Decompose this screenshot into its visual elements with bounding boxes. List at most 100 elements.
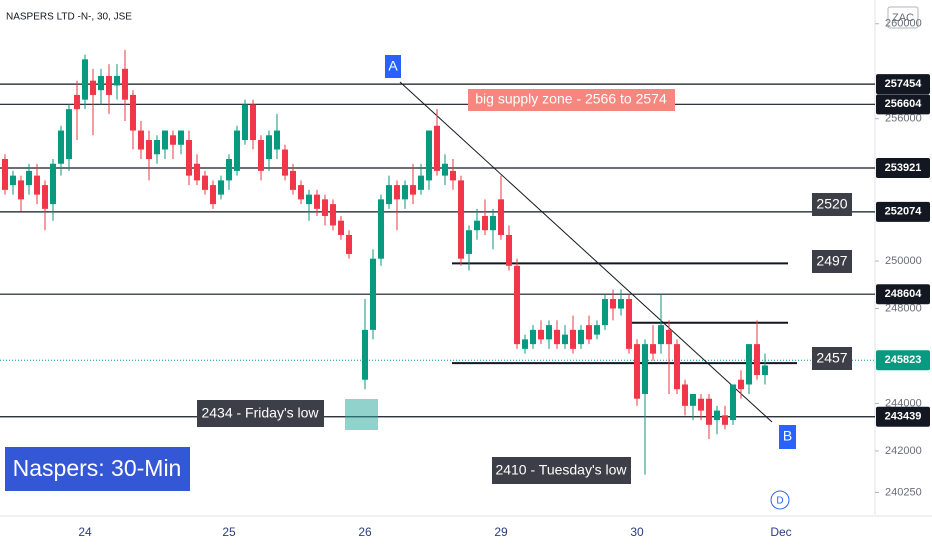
x-tick-label: 30 [630, 525, 644, 539]
candle-body [594, 325, 600, 335]
candle-body [338, 220, 344, 235]
chart-label-box [5, 447, 190, 491]
chart-label: Naspers: 30-Min [13, 455, 182, 481]
candle-body [570, 329, 576, 349]
candle-body [730, 384, 736, 421]
candle-body [2, 159, 8, 190]
candle-body [226, 159, 232, 181]
level-price-box [876, 74, 930, 95]
candle-body [130, 94, 136, 131]
candle-body [682, 384, 688, 406]
level-price: 248604 [885, 288, 923, 300]
low-marker [345, 399, 378, 430]
candle-body [282, 149, 288, 176]
candle-body [754, 344, 760, 375]
candle-body [42, 185, 48, 209]
point-b-box [779, 425, 796, 449]
candle-body [306, 194, 312, 205]
y-tick-label: 244000 [885, 397, 922, 409]
candle-body [650, 344, 656, 354]
candle-body [106, 75, 112, 95]
candle-body [442, 163, 448, 176]
level-price-box [876, 94, 930, 115]
candle-body [714, 410, 720, 421]
candle-body [258, 140, 264, 171]
level-price-box [876, 284, 930, 305]
candle-body [562, 334, 568, 345]
candle-body [58, 130, 64, 164]
candle-body [362, 329, 368, 380]
candle-body [762, 365, 768, 375]
trend-line [399, 81, 773, 423]
candle-body [322, 199, 328, 216]
candle-body [698, 398, 704, 411]
level-price-box [876, 158, 930, 179]
candle-body [602, 299, 608, 326]
candle-body [418, 175, 424, 190]
candle-body [394, 185, 400, 200]
candle-body [194, 163, 200, 181]
candle-body [402, 185, 408, 200]
level-price: 257454 [885, 78, 923, 90]
x-tick-label: 24 [78, 525, 92, 539]
candle-body [690, 393, 696, 406]
candle-body [314, 194, 320, 209]
candle-body [66, 109, 72, 160]
unit-label: ZAC [892, 12, 914, 24]
unit-box[interactable] [887, 6, 919, 29]
candle-body [706, 398, 712, 425]
candle-body [674, 344, 680, 390]
candle-body [506, 234, 512, 266]
annotations: A B big supply zone - 2566 to 2574 2520 … [5, 55, 852, 510]
tuesday-box [492, 457, 631, 484]
dividend-label: D [776, 496, 783, 507]
level-price-box [876, 201, 930, 222]
candle-body [474, 220, 480, 231]
candle-body [490, 215, 496, 231]
level-price: 243439 [885, 411, 922, 423]
dividend-icon[interactable] [770, 490, 790, 510]
candle-body [74, 94, 80, 110]
axes: 260000 256000 250000 248000 244000 242000 2402… [78, 18, 930, 539]
candle-body [154, 140, 160, 155]
candle-body [10, 175, 16, 186]
candle-body [26, 170, 32, 186]
candle-body [746, 344, 752, 385]
candle-body [274, 130, 280, 150]
candle-body [410, 185, 416, 195]
candles [2, 49, 768, 475]
candle-body [618, 299, 624, 309]
candle-body [242, 104, 248, 141]
level-note: 2520 [816, 196, 847, 212]
y-tick-label: 240250 [885, 486, 922, 498]
candle-body [546, 325, 552, 340]
candle-body [450, 170, 456, 181]
candle-body [122, 68, 128, 100]
candle-body [50, 163, 56, 205]
candle-body [90, 80, 96, 95]
candle-body [378, 199, 384, 259]
candle-body [18, 180, 24, 200]
levels [0, 83, 875, 418]
x-tick-label: 26 [358, 525, 372, 539]
level-price-box [876, 406, 930, 427]
y-tick-label: 248000 [885, 302, 922, 314]
candle-body [482, 215, 488, 231]
candle-body [82, 59, 88, 100]
supply-box [468, 89, 675, 111]
candle-body [218, 180, 224, 195]
point-a-box [385, 55, 401, 78]
candle-body [666, 329, 672, 345]
y-tick-label: 256000 [885, 113, 922, 125]
x-tick-label: 25 [222, 525, 236, 539]
level-note: 2457 [816, 350, 847, 366]
candle-body [642, 344, 648, 394]
candle-body [202, 175, 208, 190]
friday-low: 2434 - Friday's low [201, 405, 319, 421]
candle-body [186, 140, 192, 176]
y-tick-label: 250000 [885, 255, 922, 267]
candle-body [626, 299, 632, 349]
candle-body [162, 130, 168, 150]
level-box [812, 347, 852, 370]
